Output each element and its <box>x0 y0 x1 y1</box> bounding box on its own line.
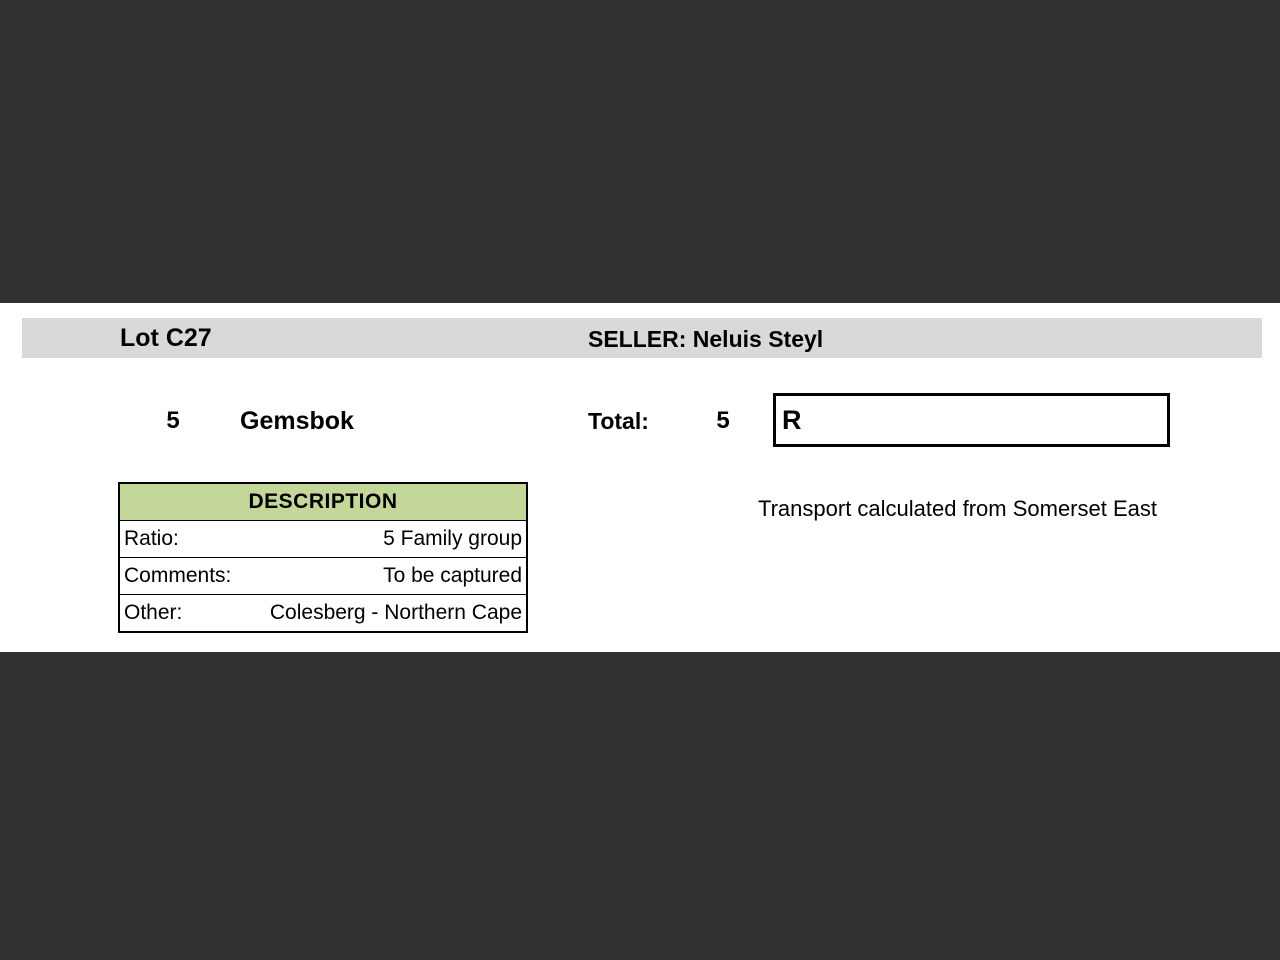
seller-label: SELLER: Neluis Steyl <box>588 326 824 352</box>
transport-note: Transport calculated from Somerset East <box>757 496 1157 521</box>
total-label: Total: <box>588 408 649 434</box>
price-entry-box[interactable]: R <box>773 393 1170 447</box>
letterbox-bottom <box>0 652 1280 960</box>
table-row: Ratio: 5 Family group <box>120 521 526 558</box>
row-label: Ratio: <box>124 527 179 550</box>
table-row: Other: Colesberg - Northern Cape <box>120 595 526 631</box>
total-value: 5 <box>716 407 730 434</box>
row-value: To be captured <box>383 564 522 587</box>
row-label: Comments: <box>124 564 232 587</box>
letterbox-top <box>0 0 1280 303</box>
species-name: Gemsbok <box>240 407 354 435</box>
lot-header-bar: Lot C27 SELLER: Neluis Steyl <box>22 318 1262 358</box>
description-table-header: DESCRIPTION <box>120 484 526 521</box>
row-value: Colesberg - Northern Cape <box>269 601 522 624</box>
row-value: 5 Family group <box>383 527 522 550</box>
description-table: DESCRIPTION Ratio: 5 Family group Commen… <box>118 482 528 633</box>
lot-number-label: Lot C27 <box>120 324 212 352</box>
table-row: Comments: To be captured <box>120 558 526 595</box>
lot-quantity: 5 <box>166 407 180 434</box>
row-label: Other: <box>124 601 183 624</box>
currency-prefix: R <box>782 404 802 435</box>
